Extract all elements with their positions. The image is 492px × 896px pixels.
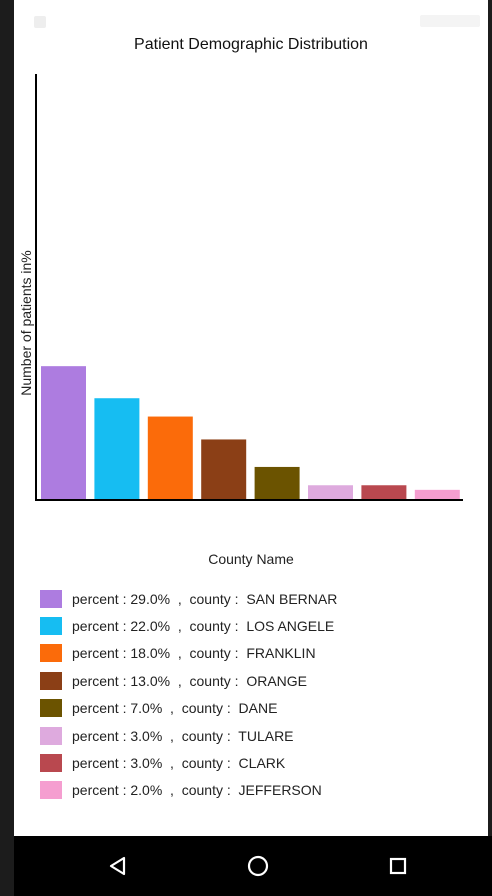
legend-county: county : ORANGE <box>189 672 307 689</box>
legend-swatch <box>40 726 62 745</box>
legend-item: percent : 13.0% , county : ORANGE <box>40 667 337 694</box>
home-circle-icon <box>247 855 269 877</box>
bar-clark[interactable] <box>361 485 407 499</box>
legend-percent: percent : 13.0% , <box>72 672 190 689</box>
y-axis-label: Number of patients in% <box>18 250 34 396</box>
legend-county: county : DANE <box>181 700 278 717</box>
legend-swatch <box>40 617 62 636</box>
recents-square-icon <box>389 857 407 875</box>
device-frame-left <box>0 0 14 896</box>
back-button[interactable] <box>100 848 136 884</box>
bar-chart: Number of patients in% <box>18 74 463 501</box>
legend-item: percent : 29.0% , county : SAN BERNAR <box>40 585 337 612</box>
notification-icon <box>34 16 46 28</box>
legend-percent: percent : 22.0% , <box>72 618 190 635</box>
legend-item: percent : 3.0% , county : TULARE <box>40 722 337 749</box>
back-triangle-icon <box>109 856 126 876</box>
legend-item: percent : 3.0% , county : CLARK <box>40 749 337 776</box>
legend-county: county : SAN BERNAR <box>189 590 338 607</box>
legend-county: county : FRANKLIN <box>189 645 316 662</box>
legend-item: percent : 7.0% , county : DANE <box>40 695 337 722</box>
legend-swatch <box>40 644 62 663</box>
legend-county: county : LOS ANGELE <box>189 618 335 635</box>
legend-item: percent : 18.0% , county : FRANKLIN <box>40 640 337 667</box>
legend-county: county : CLARK <box>181 755 286 772</box>
bar-los-angele[interactable] <box>94 398 140 499</box>
legend-percent: percent : 18.0% , <box>72 645 190 662</box>
bar-franklin[interactable] <box>147 416 193 499</box>
bar-jefferson[interactable] <box>414 489 460 499</box>
device-frame-right <box>488 0 492 896</box>
chart-title: Patient Demographic Distribution <box>134 36 368 53</box>
navigation-bar <box>14 836 492 896</box>
legend-percent: percent : 3.0% , <box>72 727 182 744</box>
legend-item: percent : 22.0% , county : LOS ANGELE <box>40 612 337 639</box>
bar-orange[interactable] <box>201 439 247 499</box>
legend-percent: percent : 2.0% , <box>72 782 182 799</box>
legend-swatch <box>40 781 62 800</box>
legend-swatch <box>40 699 62 718</box>
status-bar <box>14 0 488 36</box>
legend-swatch <box>40 589 62 608</box>
app-screen: Patient Demographic Distribution Number … <box>14 36 488 836</box>
bar-tulare[interactable] <box>308 485 353 499</box>
chart-legend: percent : 29.0% , county : SAN BERNAR per… <box>40 585 337 804</box>
bar-san-bernar[interactable] <box>41 366 86 499</box>
legend-swatch <box>40 671 62 690</box>
status-icons <box>420 15 480 27</box>
bar-dane[interactable] <box>254 466 300 499</box>
recents-button[interactable] <box>380 848 416 884</box>
legend-item: percent : 2.0% , county : JEFFERSON <box>40 777 337 804</box>
legend-percent: percent : 29.0% , <box>72 590 190 607</box>
legend-county: county : TULARE <box>181 727 294 744</box>
legend-percent: percent : 7.0% , <box>72 700 182 717</box>
legend-swatch <box>40 754 62 773</box>
x-axis-label: County Name <box>208 551 294 567</box>
legend-county: county : JEFFERSON <box>181 782 322 799</box>
legend-percent: percent : 3.0% , <box>72 755 182 772</box>
home-button[interactable] <box>240 848 276 884</box>
